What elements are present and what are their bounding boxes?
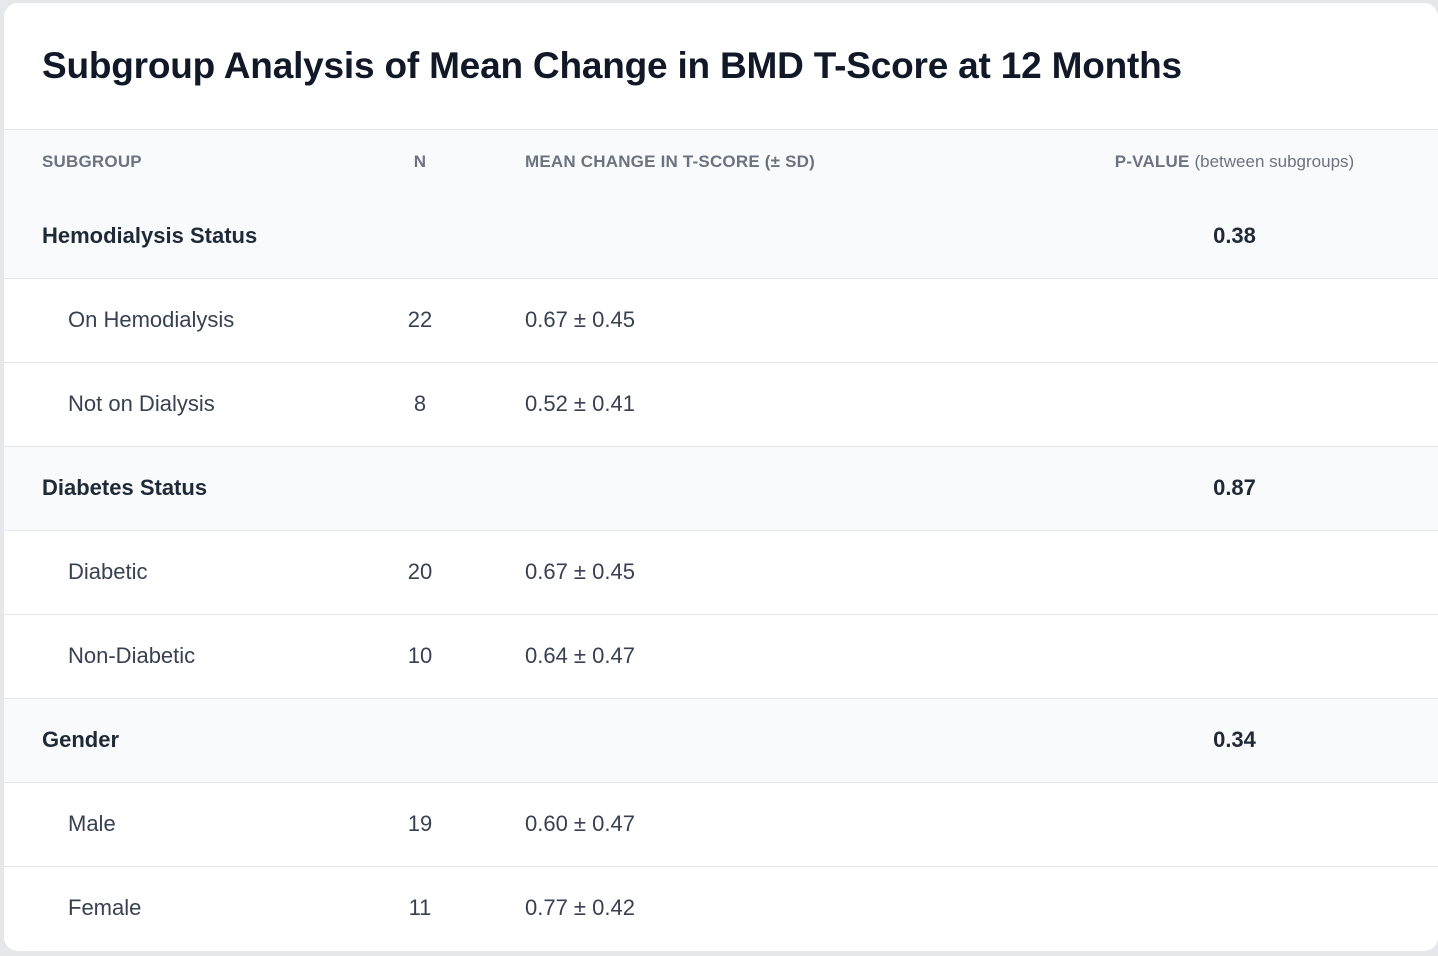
subgroup-n: 10 — [407, 643, 433, 668]
table-row: Non-Diabetic 10 0.64 ± 0.47 — [4, 614, 1438, 698]
group-row-hemodialysis: Hemodialysis Status 0.38 — [4, 194, 1438, 278]
table-row: On Hemodialysis 22 0.67 ± 0.45 — [4, 278, 1438, 362]
group-p-value: 0.34 — [1213, 727, 1256, 752]
subgroup-n: 20 — [407, 559, 433, 584]
subgroup-label: Diabetic — [68, 559, 148, 584]
subgroup-n: 22 — [407, 307, 433, 332]
subgroup-label: Male — [68, 811, 116, 836]
group-p-value: 0.87 — [1213, 475, 1256, 500]
group-label: Gender — [42, 727, 120, 752]
subgroup-n: 8 — [413, 391, 427, 416]
subgroup-mean: 0.77 ± 0.42 — [525, 895, 635, 921]
header-subgroup: Subgroup — [42, 152, 142, 171]
subgroup-table: Subgroup N Mean Change in T-Score (± SD)… — [4, 130, 1438, 950]
subgroup-label: Female — [68, 895, 142, 921]
subgroup-n: 11 — [408, 895, 432, 921]
table-row: Not on Dialysis 8 0.52 ± 0.41 — [4, 362, 1438, 446]
group-label: Diabetes Status — [42, 475, 208, 500]
subgroup-mean: 0.67 ± 0.45 — [525, 307, 635, 332]
results-card: Subgroup Analysis of Mean Change in BMD … — [4, 3, 1438, 951]
subgroup-mean: 0.64 ± 0.47 — [525, 643, 635, 668]
header-p-value-note: (between subgroups) — [1194, 152, 1355, 171]
table-row: Male 19 0.60 ± 0.47 — [4, 782, 1438, 866]
table-row: Diabetic 20 0.67 ± 0.45 — [4, 530, 1438, 614]
subgroup-label: Not on Dialysis — [68, 391, 215, 416]
subgroup-mean: 0.52 ± 0.41 — [525, 391, 635, 416]
group-p-value: 0.38 — [1213, 222, 1256, 248]
subgroup-label: Non-Diabetic — [68, 643, 196, 668]
table-header-row: Subgroup N Mean Change in T-Score (± SD)… — [4, 130, 1438, 194]
table-row: Female 11 0.77 ± 0.42 — [4, 866, 1438, 950]
subgroup-mean: 0.60 ± 0.47 — [525, 811, 635, 836]
subgroup-label: On Hemodialysis — [68, 307, 235, 332]
header-mean-change: Mean Change in T-Score (± SD) — [525, 152, 815, 171]
header-p-value: P-Value (between subgroups) — [1031, 130, 1438, 194]
table-title: Subgroup Analysis of Mean Change in BMD … — [4, 3, 1438, 130]
group-label: Hemodialysis Status — [42, 222, 258, 248]
group-row-diabetes: Diabetes Status 0.87 — [4, 446, 1438, 530]
group-row-gender: Gender 0.34 — [4, 698, 1438, 782]
header-n: N — [413, 152, 427, 171]
header-p-value-label: P-Value — [1114, 152, 1190, 171]
subgroup-n: 19 — [407, 811, 433, 836]
subgroup-mean: 0.67 ± 0.45 — [525, 559, 635, 584]
